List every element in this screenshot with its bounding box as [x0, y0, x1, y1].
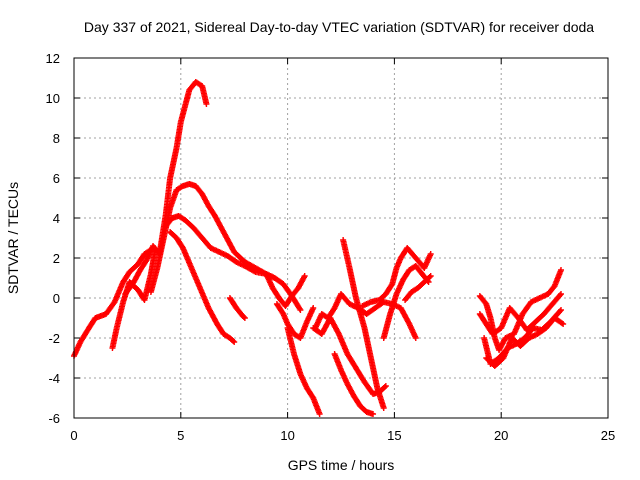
- data-point-marker: [230, 338, 237, 344]
- plot-frame: [73, 57, 609, 419]
- data-point-marker: [380, 405, 387, 411]
- data-point-marker: [296, 305, 303, 312]
- data-point-marker: [316, 411, 323, 417]
- data-series: [340, 237, 387, 411]
- y-tick-label: 12: [46, 51, 60, 66]
- data-point-marker: [301, 273, 308, 279]
- y-tick-label: -2: [48, 331, 60, 346]
- series-group: [71, 79, 567, 417]
- data-point-marker: [557, 308, 564, 315]
- data-point-marker: [203, 101, 210, 107]
- y-tick-label: 8: [53, 131, 60, 146]
- data-point-marker: [558, 291, 565, 297]
- y-axis: -6 -4 -2 0 2 4 6 8 10 12: [46, 51, 608, 426]
- data-series: [476, 291, 565, 337]
- data-point-marker: [427, 273, 434, 279]
- data-point-marker: [310, 305, 317, 311]
- x-axis-title: GPS time / hours: [288, 457, 395, 473]
- data-point-marker: [558, 267, 565, 273]
- data-point-marker: [240, 314, 247, 320]
- data-point-marker: [558, 320, 565, 327]
- data-series: [226, 295, 248, 321]
- y-tick-label: -6: [48, 411, 60, 426]
- data-point-marker: [412, 335, 419, 341]
- data-series: [162, 213, 304, 313]
- data-series: [263, 271, 308, 309]
- y-tick-label: 10: [46, 91, 60, 106]
- data-series: [483, 315, 567, 369]
- data-point-marker: [427, 251, 434, 257]
- data-point-marker: [381, 384, 388, 390]
- data-point-marker: [382, 383, 389, 389]
- x-tick-label: 25: [601, 428, 615, 443]
- data-point-marker: [426, 274, 433, 280]
- data-series: [273, 301, 317, 341]
- data-series: [284, 325, 323, 417]
- y-tick-label: 0: [53, 291, 60, 306]
- data-point-marker: [388, 282, 395, 289]
- data-series: [147, 181, 278, 295]
- x-tick-label: 20: [494, 428, 508, 443]
- x-tick-label: 15: [387, 428, 401, 443]
- data-point-marker: [370, 411, 377, 417]
- data-series: [359, 245, 434, 309]
- y-tick-label: 4: [53, 211, 60, 226]
- x-tick-label: 10: [280, 428, 294, 443]
- chart-title: Day 337 of 2021, Sidereal Day-to-day VTE…: [84, 19, 594, 35]
- data-series: [402, 273, 434, 303]
- data-point-marker: [231, 339, 238, 345]
- y-tick-label: 2: [53, 251, 60, 266]
- x-axis: 0 5 10 15 20 25: [70, 58, 615, 443]
- y-axis-title: SDTVAR / TECUs: [5, 182, 21, 294]
- y-tick-label: 6: [53, 171, 60, 186]
- data-point-marker: [557, 292, 564, 299]
- y-tick-label: -4: [48, 371, 60, 386]
- data-series: [71, 247, 154, 359]
- x-tick-label: 0: [70, 428, 77, 443]
- data-series: [331, 351, 377, 417]
- data-point-marker: [241, 315, 248, 321]
- data-series: [476, 267, 565, 353]
- data-point-marker: [297, 307, 304, 313]
- data-series: [167, 229, 238, 345]
- x-tick-label: 5: [177, 428, 184, 443]
- data-point-marker: [560, 321, 567, 327]
- data-point-marker: [558, 307, 565, 313]
- data-series: [109, 247, 159, 351]
- data-series: [122, 79, 210, 297]
